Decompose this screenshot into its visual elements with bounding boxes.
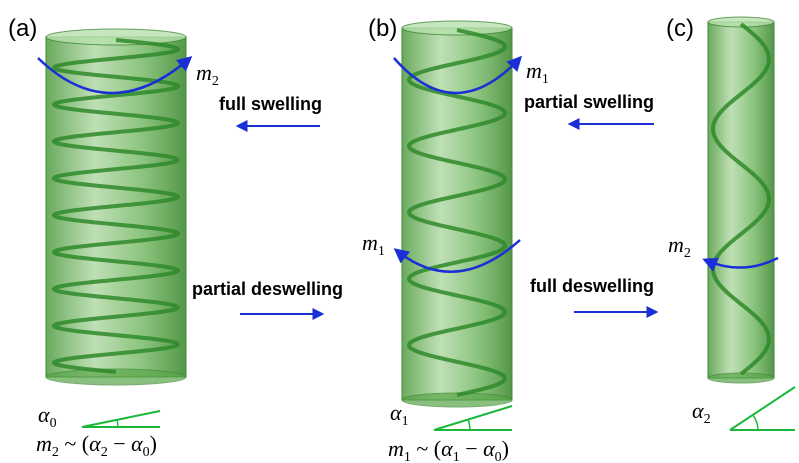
helix-b bbox=[406, 28, 508, 397]
moment-label-a: m2 bbox=[196, 60, 219, 89]
formula-a: m2 ~ (α2 − α0) bbox=[36, 431, 157, 460]
angle-label-c: α2 bbox=[692, 398, 711, 427]
cylinder-b bbox=[401, 20, 513, 408]
angle-indicator-b bbox=[433, 405, 513, 431]
angle-indicator-a bbox=[81, 410, 161, 428]
angle-indicator-c bbox=[729, 386, 796, 431]
moment-arrow-b-mid bbox=[393, 239, 521, 273]
panel-label-c: (c) bbox=[666, 15, 694, 42]
moment-arrow-b-top bbox=[393, 55, 523, 95]
moment-label-b-mid: m1 bbox=[362, 230, 385, 259]
cylinder-a bbox=[45, 28, 187, 386]
partial-swelling-label: partial swelling bbox=[524, 92, 654, 112]
moment-label-b-top: m1 bbox=[526, 58, 549, 87]
helix-c bbox=[710, 22, 772, 376]
moment-label-c: m2 bbox=[668, 232, 691, 261]
angle-label-a: α0 bbox=[38, 402, 57, 431]
angle-label-b: α1 bbox=[390, 400, 409, 429]
partial-deswelling-label: partial deswelling bbox=[192, 279, 343, 299]
panel-label-b: (b) bbox=[368, 15, 397, 42]
panel-label-a: (a) bbox=[8, 15, 37, 42]
moment-arrow-c bbox=[702, 256, 779, 272]
full-deswelling-label: full deswelling bbox=[530, 276, 654, 296]
helix-a bbox=[51, 38, 181, 374]
formula-b: m1 ~ (α1 − α0) bbox=[388, 436, 509, 463]
cylinder-c bbox=[707, 16, 775, 384]
full-swelling-label: full swelling bbox=[219, 94, 322, 114]
moment-arrow-a bbox=[37, 56, 193, 95]
